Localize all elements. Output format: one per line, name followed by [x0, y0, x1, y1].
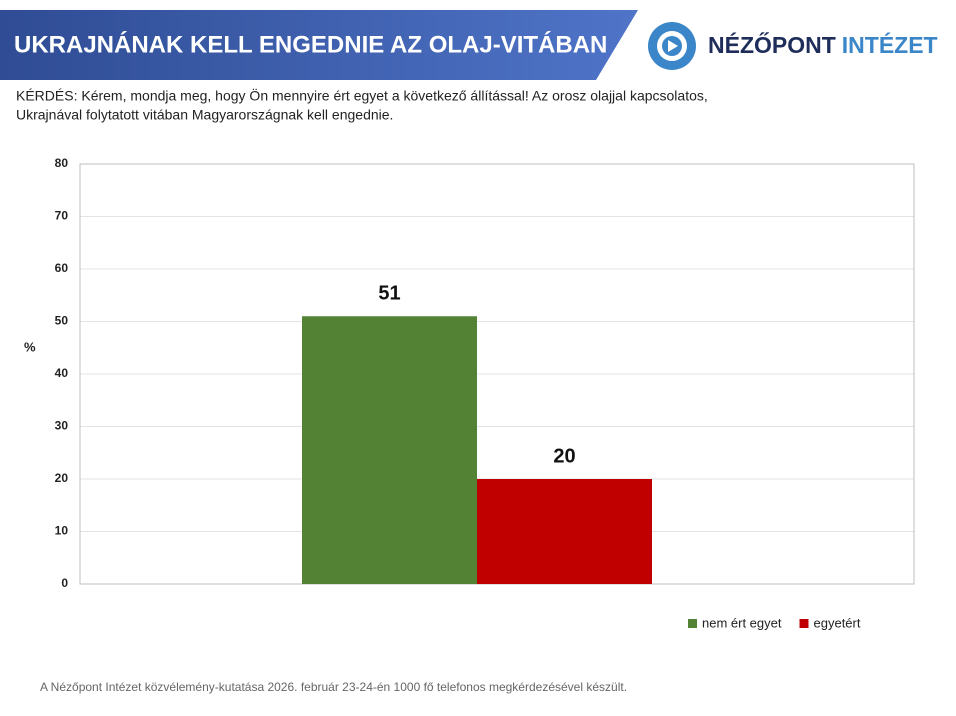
logo-suffix: INTÉZET — [842, 31, 938, 58]
y-tick-label: 30 — [55, 419, 69, 433]
question-line: Ukrajnával folytatott vitában Magyarorsz… — [16, 107, 393, 123]
title-banner — [0, 10, 638, 80]
y-axis-label: % — [24, 339, 36, 354]
question-line: KÉRDÉS: Kérem, mondja meg, hogy Ön menny… — [16, 87, 708, 104]
legend-swatch — [799, 619, 809, 628]
logo-name: NÉZŐPONT — [708, 31, 836, 58]
y-tick-label: 80 — [55, 156, 69, 170]
legend-label: nem ért egyet — [702, 615, 782, 630]
title: UKRAJNÁNAK KELL ENGEDNIE AZ OLAJ-VITÁBAN — [14, 30, 607, 58]
logo — [648, 22, 696, 70]
legend-swatch — [688, 619, 697, 628]
y-tick-label: 20 — [55, 471, 69, 485]
y-tick-label: 40 — [55, 366, 69, 380]
footer: A Nézőpont Intézet közvélemény-kutatása … — [40, 680, 627, 694]
y-tick-label: 50 — [55, 314, 69, 328]
y-tick-label: 60 — [55, 261, 69, 275]
data-label: 51 — [378, 283, 400, 305]
bar — [302, 316, 477, 584]
logo-arrow — [668, 40, 678, 52]
bar — [477, 479, 652, 584]
legend-label: egyetért — [814, 615, 861, 630]
y-tick-label: 10 — [55, 524, 69, 538]
data-label: 20 — [553, 445, 575, 467]
y-tick-label: 70 — [55, 209, 69, 223]
y-tick-label: 0 — [61, 576, 68, 590]
logo-text: NÉZŐPONT INTÉZET — [708, 31, 938, 58]
